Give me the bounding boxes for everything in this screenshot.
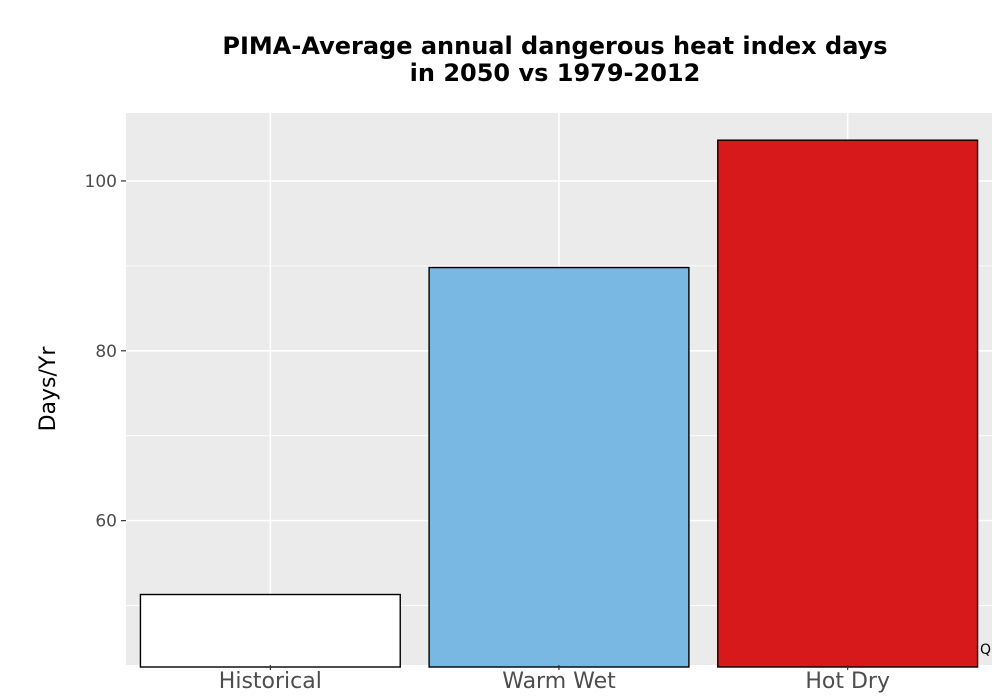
corner-note: Q: [980, 642, 991, 658]
x-axis-ticks: Historical Warm Wet Hot Dry: [219, 665, 890, 694]
y-tick-label: 60: [95, 512, 117, 532]
bars: [139, 139, 979, 668]
chart-title-line-1: PIMA-Average annual dangerous heat index…: [222, 32, 887, 60]
y-axis-ticks: 60 80 100: [85, 172, 126, 532]
x-tick-label: Historical: [219, 669, 322, 694]
bar-warm-wet: [428, 266, 690, 668]
x-tick-label: Hot Dry: [805, 669, 890, 694]
chart-title-line-2: in 2050 vs 1979-2012: [410, 59, 701, 87]
y-tick-label: 80: [95, 342, 117, 362]
x-tick-label: Warm Wet: [502, 669, 616, 694]
bar-historical: [139, 593, 401, 668]
y-tick-label: 100: [85, 172, 117, 192]
y-axis-label: Days/Yr: [36, 346, 61, 432]
bar-hot-dry: [717, 139, 979, 668]
